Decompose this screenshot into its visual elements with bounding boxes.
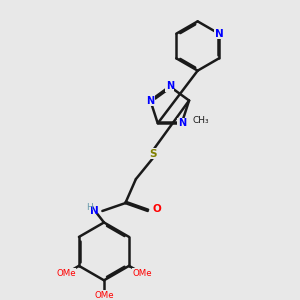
Text: OMe: OMe xyxy=(132,269,152,278)
Text: OMe: OMe xyxy=(94,291,114,300)
Text: CH₃: CH₃ xyxy=(192,116,209,125)
Text: H: H xyxy=(86,202,92,211)
Text: N: N xyxy=(214,29,224,39)
Text: N: N xyxy=(90,206,98,216)
Text: N: N xyxy=(178,118,186,128)
Text: O: O xyxy=(152,204,161,214)
Text: OMe: OMe xyxy=(56,269,76,278)
Text: S: S xyxy=(149,149,157,159)
Text: N: N xyxy=(146,95,154,106)
Text: N: N xyxy=(166,81,174,92)
